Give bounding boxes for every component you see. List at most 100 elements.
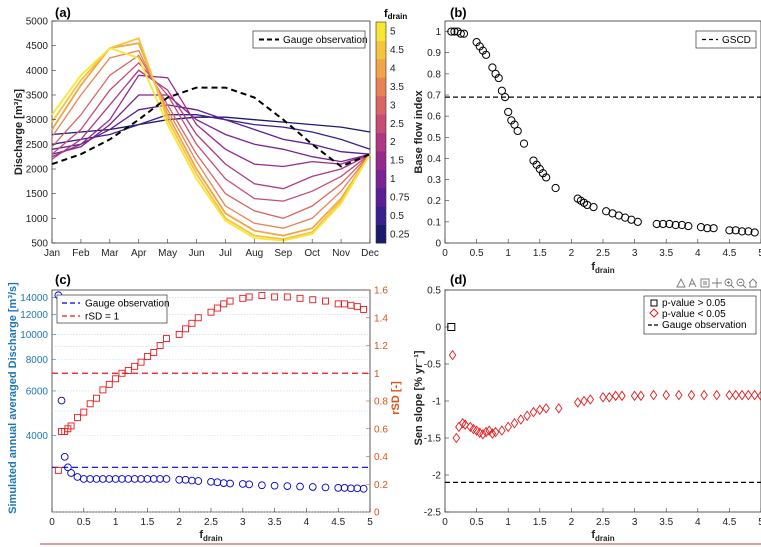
sig-slope-point — [469, 423, 478, 435]
colorbar-segment — [376, 187, 386, 207]
bfi-point — [589, 202, 598, 212]
colorbar-segment — [376, 150, 386, 170]
colorbar-segment — [376, 169, 386, 189]
bfi-point — [652, 219, 661, 229]
discharge-point — [162, 475, 171, 483]
panel-b-ylabel: Base flow index — [413, 90, 425, 174]
bfi-point — [633, 217, 642, 226]
sig-slope-point — [448, 349, 457, 361]
rsd-point — [239, 294, 247, 302]
rsd-point — [309, 296, 317, 304]
panel-d: (d) -2.5 -2 -1.5 -1 -0.5 0 0.5 0 0.5 1 1.5 2 2.5 3 3.5… — [413, 272, 761, 543]
home-icon[interactable] — [748, 278, 758, 288]
c-ytick-left-label: 8000 — [26, 355, 49, 366]
d-xtick-label: 4.5 — [722, 517, 736, 528]
bfi-point — [696, 223, 706, 232]
discharge-point — [143, 475, 152, 483]
c-xtick-label: 4 — [304, 517, 310, 528]
a-series-line-8 — [51, 54, 371, 219]
colorbar-segment — [376, 22, 386, 41]
a-ytick-label: 3000 — [26, 115, 49, 126]
insig-slope-point — [447, 323, 456, 331]
d-xtick-label: 1 — [505, 517, 511, 528]
rsd-point — [322, 297, 329, 305]
discharge-point — [238, 480, 247, 488]
discharge-point — [353, 484, 362, 493]
panel-d-label: (d) — [450, 272, 467, 287]
discharge-point — [340, 484, 349, 492]
sig-slope-point — [485, 425, 493, 436]
export-icon[interactable] — [676, 277, 686, 288]
bfi-point — [542, 173, 551, 182]
c-xtick-label: 3.5 — [268, 517, 282, 528]
colorbar-segment — [376, 224, 386, 244]
b-ytick-label: 0.2 — [427, 196, 441, 207]
discharge-point — [321, 483, 330, 492]
sig-slope-point — [630, 390, 639, 402]
a-series-line-2 — [51, 114, 371, 150]
rsd-point — [360, 305, 368, 313]
brush-icon[interactable] — [688, 277, 697, 288]
sig-legend-label: p-value < 0.05 — [662, 309, 726, 320]
sig-slope-point — [675, 389, 683, 401]
colorbar-tick-label: 0.25 — [390, 229, 410, 240]
discharge-point — [67, 469, 75, 477]
rsd-point — [258, 292, 266, 299]
discharge-point — [188, 476, 196, 485]
colorbar-segment — [376, 40, 386, 60]
c-ytick-right-label: 1.2 — [374, 341, 388, 352]
sig-slope-point — [713, 389, 721, 401]
d-xtick-label: 3.5 — [659, 517, 673, 528]
discharge-point — [308, 483, 317, 491]
gauge-legend-label: Gauge observation — [283, 35, 368, 46]
discharge-point — [73, 473, 82, 481]
d-ytick-label: -1 — [432, 397, 441, 408]
bfi-point — [497, 86, 506, 95]
d-ytick-label: -0.5 — [424, 360, 442, 371]
pan-icon[interactable] — [712, 278, 722, 288]
a-ytick-label: 2500 — [26, 140, 49, 151]
c-ytick-right-label: 0.2 — [374, 480, 388, 491]
discharge-point — [111, 475, 120, 483]
axes-toolbar[interactable] — [676, 277, 758, 289]
sig-slope-point — [738, 389, 746, 401]
sig-slope-point — [731, 389, 740, 401]
bfi-point — [500, 93, 510, 102]
c-ytick-left-label: 14000 — [20, 293, 48, 304]
b-ytick-label: 0.6 — [427, 112, 441, 123]
sig-slope-point — [498, 425, 506, 436]
datatip-icon[interactable] — [700, 278, 710, 288]
sig-slope-point — [687, 389, 696, 401]
discharge-point — [207, 477, 215, 486]
sig-slope-point — [757, 390, 761, 402]
c-ytick-right-label: 0.6 — [374, 424, 388, 435]
b-xtick-label: 4 — [695, 248, 701, 259]
b-ytick-label: 0.1 — [427, 217, 441, 228]
sig-slope-point — [580, 395, 588, 407]
d-xtick-label: 2 — [569, 517, 575, 528]
discharge-point — [226, 479, 234, 488]
rsd-point — [182, 325, 190, 333]
rsd-point — [124, 367, 132, 374]
a-xtick-label: Sep — [274, 248, 292, 259]
discharge-point — [105, 475, 114, 483]
c-ytick-left-label: 12000 — [20, 310, 48, 321]
sig-slope-point — [452, 432, 461, 444]
sig-slope-point — [637, 390, 645, 402]
b-ytick-label: 0.3 — [427, 175, 441, 186]
rsd-point — [54, 466, 62, 474]
discharge-point — [124, 475, 133, 483]
colorbar-frame — [375, 21, 387, 244]
discharge-point — [60, 452, 69, 461]
c-xtick-label: 5 — [367, 517, 373, 528]
sig-slope-point — [455, 421, 463, 433]
discharge-point — [86, 475, 95, 483]
a-series-line-4 — [51, 94, 371, 163]
panel-c-ylabel-right: rSD [-] — [390, 381, 402, 415]
colorbar-segment — [376, 132, 386, 152]
sig-slope-point — [750, 389, 759, 401]
zoom-in-icon[interactable] — [724, 278, 735, 289]
zoom-out-icon[interactable] — [736, 278, 747, 289]
rsd-point — [67, 422, 75, 430]
bfi-point — [671, 220, 680, 230]
